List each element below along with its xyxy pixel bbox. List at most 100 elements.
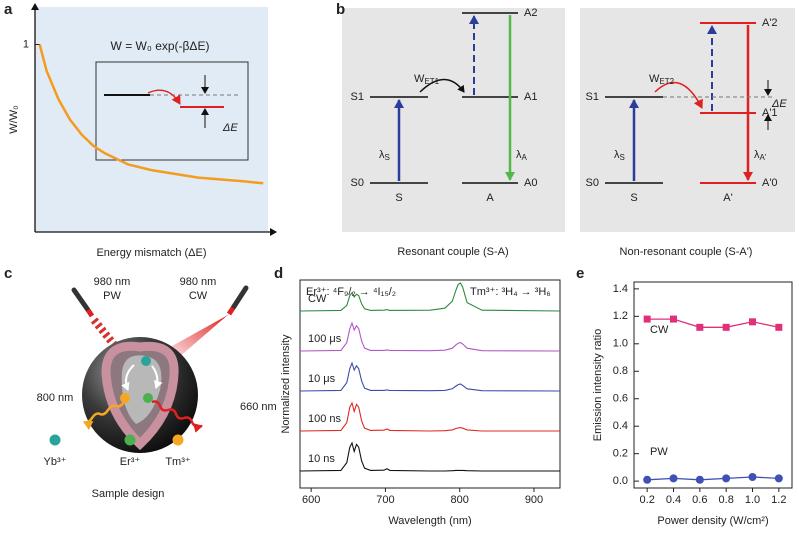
marker bbox=[775, 323, 783, 331]
panel-a: ΔE W = W₀ exp(-βΔE) bbox=[31, 3, 277, 236]
y-axis-label: W/W₀ bbox=[8, 105, 20, 133]
laser-pen bbox=[230, 285, 249, 311]
transfer-label-sub: ET1 bbox=[424, 77, 439, 86]
transfer-arrow bbox=[147, 89, 181, 105]
level-label: A'0 bbox=[762, 177, 778, 189]
x-tick-label: 1.2 bbox=[771, 494, 786, 506]
level-label: S1 bbox=[351, 91, 364, 103]
excitation-label: λS bbox=[379, 149, 390, 162]
cw-beam bbox=[165, 314, 229, 358]
data-line bbox=[647, 476, 779, 481]
equation: W = W₀ exp(-βΔE) bbox=[111, 39, 210, 53]
panel-label: d bbox=[274, 265, 283, 282]
marker bbox=[722, 474, 731, 483]
transfer-arrow bbox=[654, 81, 703, 109]
laser-label: 980 nm bbox=[180, 276, 217, 288]
panel-label: e bbox=[576, 265, 584, 282]
emission-label-sub: A bbox=[522, 153, 528, 162]
legend-dot bbox=[124, 434, 136, 446]
x-tick-label: 0.2 bbox=[640, 494, 655, 506]
x-tick-label: 700 bbox=[376, 494, 394, 506]
y-tick-label: 1.2 bbox=[613, 310, 628, 322]
pulsed-beam bbox=[90, 317, 124, 355]
marker bbox=[670, 315, 677, 323]
laser-label: PW bbox=[103, 290, 121, 302]
y-tick-label: 0.8 bbox=[613, 365, 628, 377]
diagram-box bbox=[342, 8, 565, 232]
emission-800 bbox=[83, 401, 126, 431]
plot-frame bbox=[633, 281, 793, 489]
panel-label: a bbox=[4, 1, 13, 18]
x-tick-label: 0.6 bbox=[692, 494, 707, 506]
ion-dot bbox=[120, 393, 130, 403]
emission-label-sub: A' bbox=[760, 153, 767, 162]
panel-c bbox=[71, 285, 249, 453]
y-tick-label: 0.6 bbox=[613, 393, 628, 405]
series-label: PW bbox=[650, 446, 668, 458]
spectrum bbox=[299, 321, 561, 352]
caption: Sample design bbox=[92, 488, 165, 500]
transfer-label-sub: ET2 bbox=[659, 77, 674, 86]
excitation-label-sub: S bbox=[385, 153, 390, 162]
marker bbox=[696, 323, 704, 331]
spectrum bbox=[299, 361, 561, 392]
laser-tip bbox=[85, 308, 95, 318]
marker bbox=[749, 318, 756, 326]
transfer-arrow bbox=[151, 365, 163, 389]
level-label: A1 bbox=[524, 91, 537, 103]
x-tick-label: 900 bbox=[525, 494, 543, 506]
ion-dot bbox=[143, 393, 153, 403]
level-label: A0 bbox=[524, 177, 537, 189]
plot-frame bbox=[299, 279, 561, 489]
marker bbox=[774, 474, 783, 483]
species-label: A' bbox=[723, 192, 732, 204]
marker bbox=[643, 475, 652, 484]
species-label: A bbox=[486, 192, 494, 204]
transfer-label: WET1 bbox=[414, 73, 440, 86]
marker bbox=[722, 323, 730, 331]
transfer-arrow bbox=[419, 78, 465, 93]
x-axis-label: Energy mismatch (ΔE) bbox=[96, 247, 206, 259]
inset bbox=[95, 61, 249, 161]
excitation-label: λS bbox=[614, 149, 625, 162]
laser-label: 980 nm bbox=[94, 276, 131, 288]
y-tick-label: 1.0 bbox=[613, 338, 628, 350]
series-label: CW bbox=[308, 293, 327, 305]
level-label: A2 bbox=[524, 7, 537, 19]
x-tick-label: 600 bbox=[302, 494, 320, 506]
spectrum bbox=[299, 441, 560, 472]
level-label: S0 bbox=[351, 177, 364, 189]
spectrum bbox=[299, 401, 560, 432]
level-label: S1 bbox=[586, 91, 599, 103]
y-tick-label: 0.4 bbox=[613, 420, 628, 432]
series-label: 10 μs bbox=[308, 373, 336, 385]
species-label: S bbox=[630, 192, 637, 204]
marker bbox=[748, 473, 757, 482]
x-axis-label: Power density (W/cm²) bbox=[657, 515, 768, 527]
emission-label: λA' bbox=[754, 149, 767, 162]
legend-label: Yb³⁺ bbox=[44, 456, 67, 468]
x-tick-label: 800 bbox=[451, 494, 469, 506]
x-tick-label: 0.8 bbox=[719, 494, 734, 506]
delta-e-label: ΔE bbox=[222, 122, 238, 134]
excitation-label-sub: S bbox=[620, 153, 625, 162]
emission-label: 660 nm bbox=[240, 401, 277, 413]
level-label: S0 bbox=[586, 177, 599, 189]
x-tick-label: 0.4 bbox=[666, 494, 681, 506]
emission-660 bbox=[151, 400, 203, 433]
y-tick-label: 1 bbox=[23, 38, 29, 50]
panel-label: b bbox=[336, 1, 345, 18]
legend-dot bbox=[49, 434, 61, 446]
laser-label: CW bbox=[189, 290, 208, 302]
series-label: 100 ns bbox=[308, 413, 342, 425]
annotation: Tm³⁺: ³H₄ → ³H₆ bbox=[470, 286, 551, 298]
marker bbox=[669, 474, 678, 483]
emission-label: 800 nm bbox=[37, 392, 74, 404]
transfer-label: WET2 bbox=[649, 73, 675, 86]
transfer-arrow bbox=[121, 364, 135, 391]
x-axis-label: Wavelength (nm) bbox=[388, 515, 471, 527]
caption: Resonant couple (S-A) bbox=[397, 246, 508, 258]
spectrum bbox=[299, 282, 561, 312]
y-tick-label: 0.2 bbox=[613, 448, 628, 460]
